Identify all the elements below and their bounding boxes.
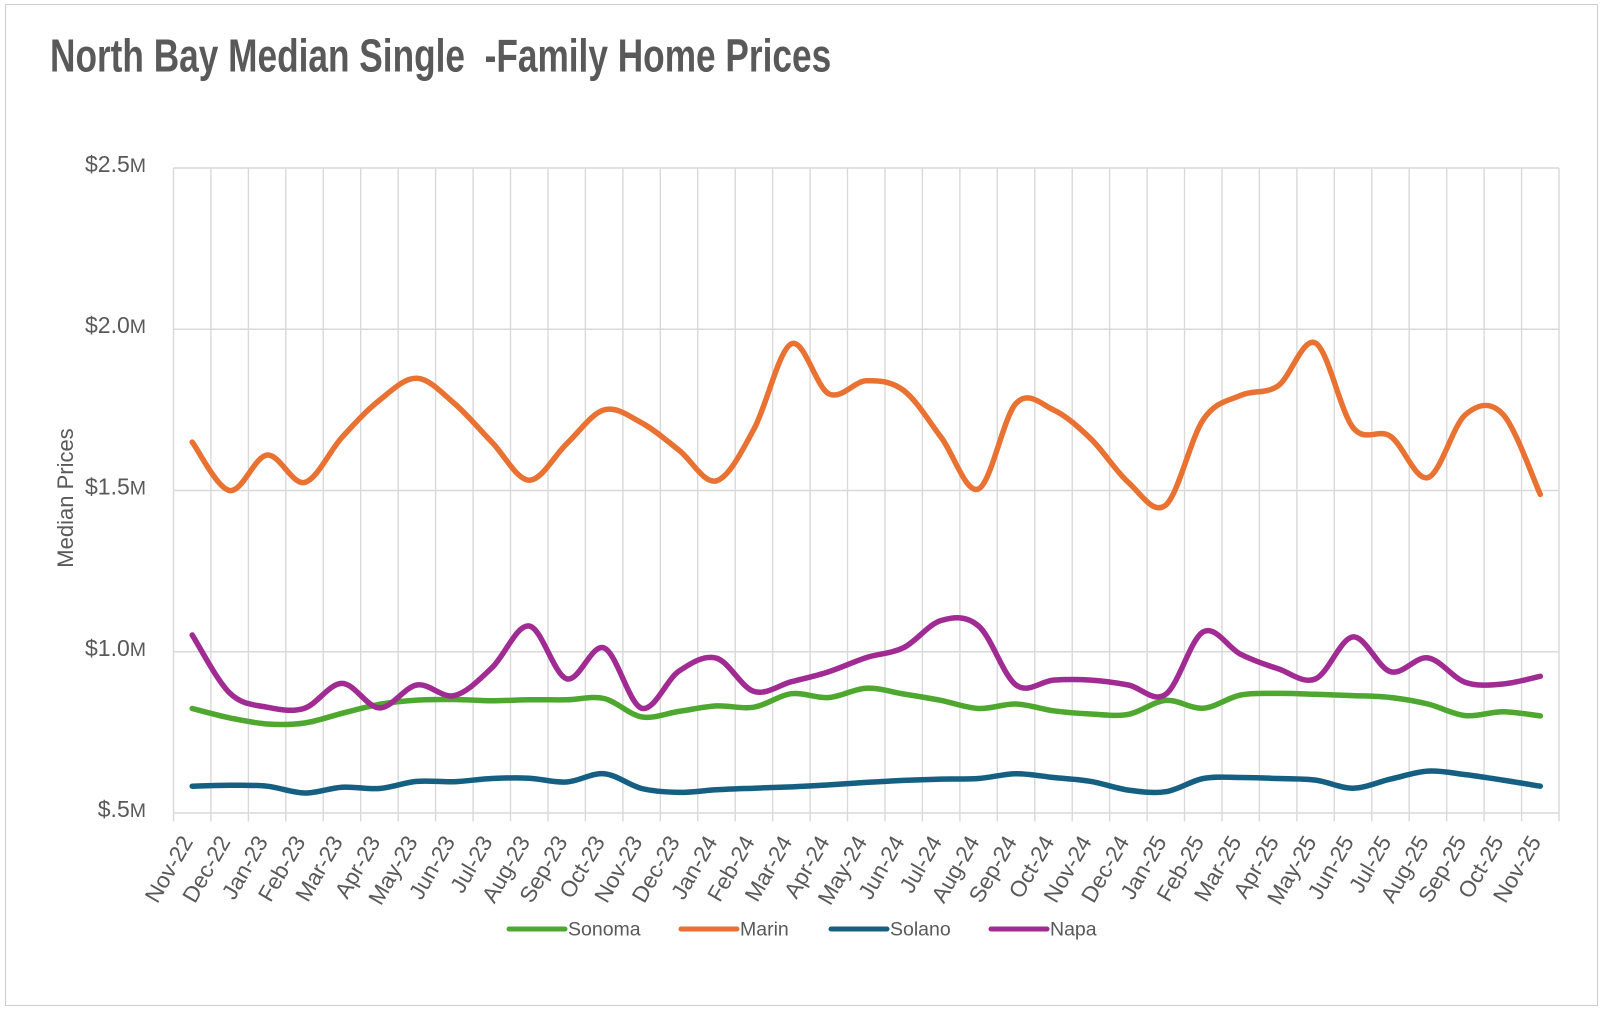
- svg-text:$1.5M: $1.5M: [85, 474, 146, 500]
- svg-text:$2.0M: $2.0M: [85, 312, 146, 338]
- svg-text:Napa: Napa: [1050, 919, 1097, 941]
- svg-text:Marin: Marin: [740, 919, 789, 941]
- svg-text:$1.0M: $1.0M: [85, 635, 146, 661]
- svg-text:Solano: Solano: [890, 919, 951, 941]
- svg-text:North Bay Median Single -Fami: North Bay Median Single -Family Home Pri…: [50, 30, 831, 82]
- svg-text:$.5M: $.5M: [98, 796, 146, 822]
- svg-text:$2.5M: $2.5M: [85, 151, 146, 177]
- svg-text:Sonoma: Sonoma: [568, 919, 641, 941]
- svg-text:Median Prices: Median Prices: [53, 428, 78, 567]
